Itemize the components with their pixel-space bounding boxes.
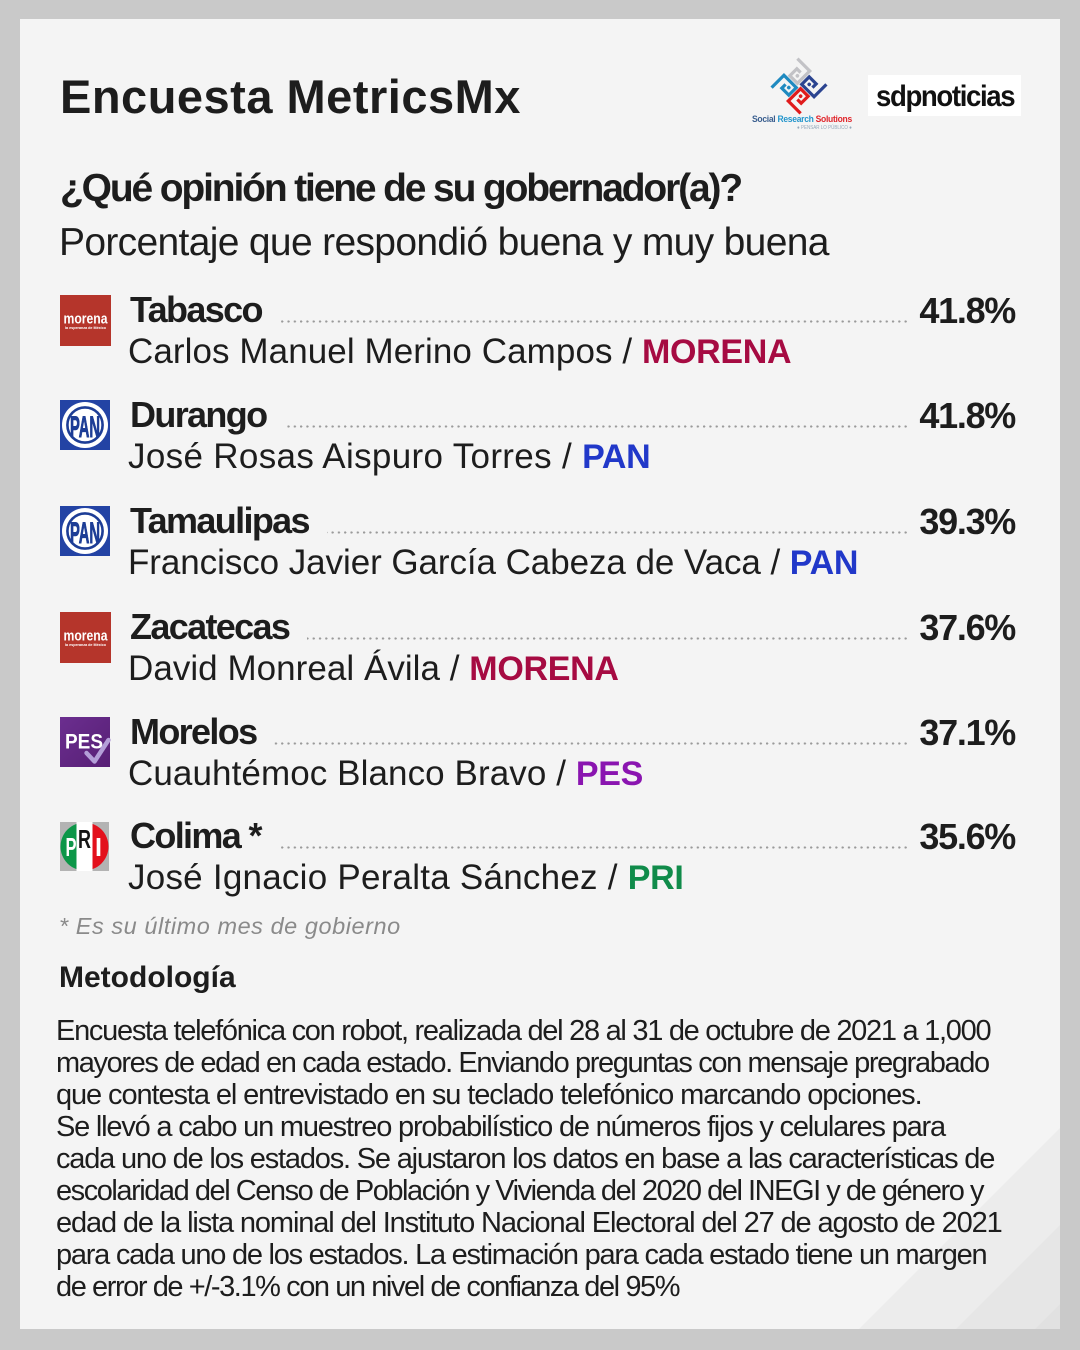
svg-text:PAN: PAN — [70, 411, 100, 444]
svg-text:R: R — [78, 826, 91, 854]
svg-text:P: P — [66, 834, 77, 862]
svg-text:PES: PES — [65, 731, 103, 754]
svg-text:PAN: PAN — [70, 517, 100, 550]
svg-text:morena: morena — [64, 311, 109, 328]
svg-text:la esperanza de México: la esperanza de México — [65, 326, 107, 330]
svg-text:la esperanza de México: la esperanza de México — [65, 643, 107, 647]
svg-text:morena: morena — [64, 628, 109, 645]
svg-text:I: I — [95, 834, 102, 862]
